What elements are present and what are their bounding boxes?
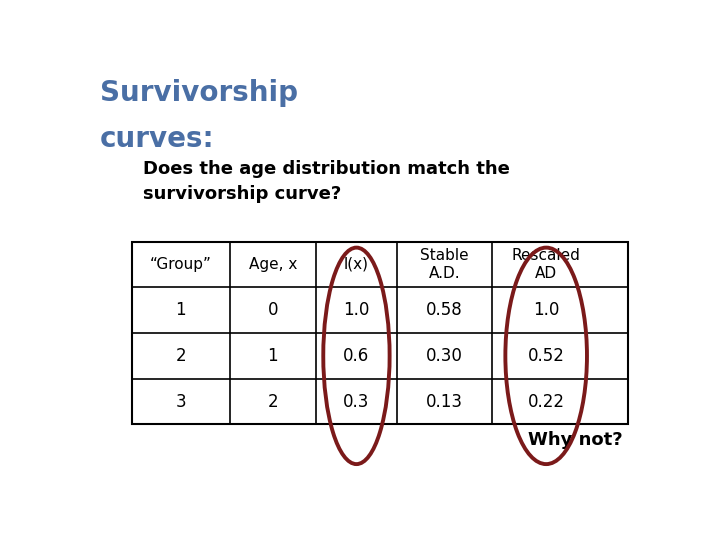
- Text: Stable
A.D.: Stable A.D.: [420, 247, 469, 281]
- Text: 0.30: 0.30: [426, 347, 463, 365]
- Text: 2: 2: [267, 393, 278, 410]
- Text: 1.0: 1.0: [533, 301, 559, 319]
- Text: Rescaled
AD: Rescaled AD: [512, 247, 580, 281]
- Text: 2: 2: [176, 347, 186, 365]
- Text: 0: 0: [268, 301, 278, 319]
- Text: “Group”: “Group”: [150, 257, 212, 272]
- Text: 1: 1: [267, 347, 278, 365]
- Text: 0.3: 0.3: [343, 393, 369, 410]
- Text: Why not?: Why not?: [528, 431, 623, 449]
- Text: 3: 3: [176, 393, 186, 410]
- Text: Age, x: Age, x: [248, 257, 297, 272]
- Text: 1.0: 1.0: [343, 301, 369, 319]
- Text: curves:: curves:: [100, 125, 215, 153]
- Text: 1: 1: [176, 301, 186, 319]
- Text: l(x): l(x): [344, 257, 369, 272]
- Text: 0.6: 0.6: [343, 347, 369, 365]
- Text: 0.52: 0.52: [528, 347, 564, 365]
- Text: 0.22: 0.22: [528, 393, 564, 410]
- Text: Does the age distribution match the
survivorship curve?: Does the age distribution match the surv…: [143, 160, 510, 204]
- Text: Survivorship: Survivorship: [100, 79, 298, 107]
- Text: 0.13: 0.13: [426, 393, 463, 410]
- Text: 0.58: 0.58: [426, 301, 463, 319]
- Bar: [132, 241, 629, 424]
